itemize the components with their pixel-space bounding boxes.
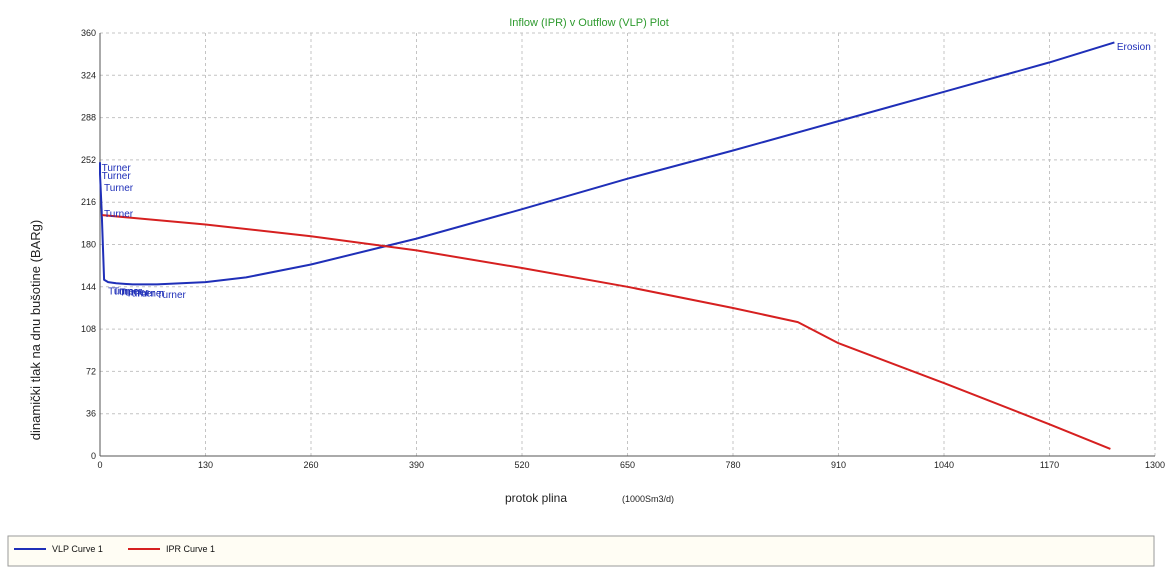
- y-tick-labels: 0 36 72 108 144 180 216 252 288 324 360: [81, 28, 96, 461]
- y-tick-label: 108: [81, 324, 96, 334]
- legend-label-ipr: IPR Curve 1: [166, 544, 215, 554]
- x-tick-label: 520: [514, 460, 529, 470]
- series-line-ipr: [102, 214, 1111, 450]
- legend-label-vlp: VLP Curve 1: [52, 544, 103, 554]
- legend-item-ipr: IPR Curve 1: [128, 544, 215, 554]
- y-tick-label: 360: [81, 28, 96, 38]
- annotation-label: Turner: [102, 171, 132, 182]
- chart-title: Inflow (IPR) v Outflow (VLP) Plot: [509, 17, 669, 29]
- series-line-vlp: [99, 41, 1115, 286]
- y-tick-label: 252: [81, 155, 96, 165]
- x-tick-label: 0: [97, 460, 102, 470]
- annotation-label: Erosion: [1117, 42, 1151, 53]
- annotation-label: Turner: [104, 209, 134, 220]
- x-tick-label: 780: [725, 460, 740, 470]
- x-tick-label: 390: [409, 460, 424, 470]
- y-tick-label: 288: [81, 113, 96, 123]
- x-tick-label: 260: [303, 460, 318, 470]
- series-lines: [99, 41, 1115, 450]
- legend-box: [7, 535, 1155, 567]
- annotation-label: Turner: [113, 286, 143, 297]
- y-tick-label: 216: [81, 197, 96, 207]
- annotation-label: Turner: [126, 289, 156, 300]
- x-tick-label: 910: [831, 460, 846, 470]
- annotation-label: Turner: [108, 286, 138, 297]
- y-tick-label: 36: [86, 409, 96, 419]
- annotation-label: Turner: [157, 290, 187, 301]
- x-tick-label: 1300: [1145, 460, 1165, 470]
- annotation-label: Turner: [136, 289, 166, 300]
- y-tick-label: 144: [81, 282, 96, 292]
- x-axis-label: protok plina: [505, 491, 567, 505]
- annotation-label: Turner: [102, 163, 132, 174]
- grid: [100, 32, 1156, 456]
- annotation-label: Turner: [104, 183, 134, 194]
- annotation-label: Turner: [119, 288, 149, 299]
- annotations: ErosionTurnerTurnerTurnerTurnerTurnerTur…: [102, 42, 1151, 301]
- y-tick-label: 0: [91, 451, 96, 461]
- y-axis-label: dinamički tlak na dnu bušotine (BARg): [28, 220, 43, 440]
- x-tick-label: 1170: [1040, 460, 1059, 470]
- x-tick-label: 130: [198, 460, 213, 470]
- y-tick-label: 180: [81, 240, 96, 250]
- x-axis-unit: (1000Sm3/d): [622, 494, 674, 504]
- x-tick-label: 650: [620, 460, 635, 470]
- legend-item-vlp: VLP Curve 1: [14, 544, 103, 554]
- x-tick-labels: 0 130 260 390 520 650 780 910 1040 1170 1300: [97, 460, 1165, 470]
- y-tick-label: 324: [81, 70, 96, 80]
- y-tick-label: 72: [86, 366, 96, 376]
- x-tick-label: 1040: [934, 460, 954, 470]
